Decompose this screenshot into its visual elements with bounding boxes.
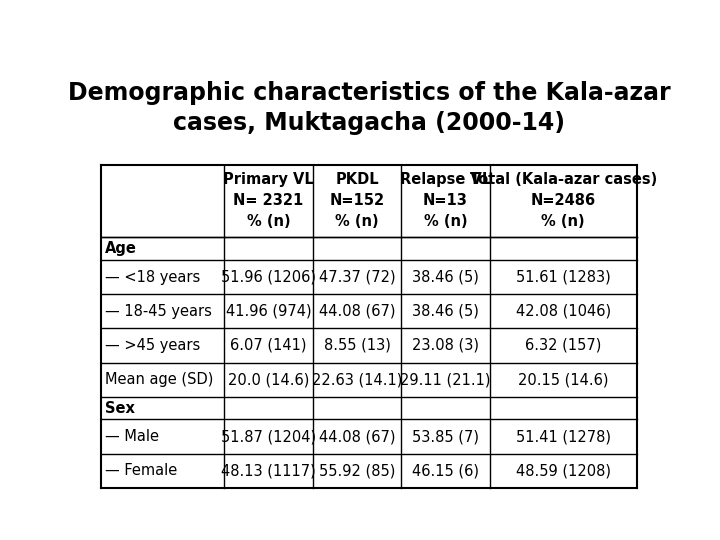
Text: 38.46 (5): 38.46 (5) — [412, 304, 479, 319]
Text: Primary VL
N= 2321
% (n): Primary VL N= 2321 % (n) — [223, 172, 314, 229]
Text: 48.13 (1117): 48.13 (1117) — [221, 463, 316, 478]
Text: — >45 years: — >45 years — [105, 338, 200, 353]
Text: Sex: Sex — [105, 401, 135, 416]
Text: 8.55 (13): 8.55 (13) — [323, 338, 390, 353]
Text: 47.37 (72): 47.37 (72) — [319, 270, 395, 285]
Text: 51.41 (1278): 51.41 (1278) — [516, 429, 611, 444]
Text: 44.08 (67): 44.08 (67) — [319, 429, 395, 444]
Text: 53.85 (7): 53.85 (7) — [412, 429, 479, 444]
Text: Mean age (SD): Mean age (SD) — [105, 372, 213, 387]
Text: PKDL
N=152
% (n): PKDL N=152 % (n) — [329, 172, 384, 229]
Text: — <18 years: — <18 years — [105, 270, 200, 285]
Text: 46.15 (6): 46.15 (6) — [412, 463, 479, 478]
Text: 6.32 (157): 6.32 (157) — [525, 338, 601, 353]
Text: 38.46 (5): 38.46 (5) — [412, 270, 479, 285]
Text: Age: Age — [105, 241, 137, 256]
Text: 55.92 (85): 55.92 (85) — [319, 463, 395, 478]
Text: 51.87 (1204): 51.87 (1204) — [221, 429, 316, 444]
Text: 20.15 (14.6): 20.15 (14.6) — [518, 372, 608, 387]
Text: 48.59 (1208): 48.59 (1208) — [516, 463, 611, 478]
Text: Total (Kala-azar cases)
N=2486
% (n): Total (Kala-azar cases) N=2486 % (n) — [469, 172, 657, 229]
Text: — Female: — Female — [105, 463, 177, 478]
Text: 51.96 (1206): 51.96 (1206) — [221, 270, 316, 285]
Text: 20.0 (14.6): 20.0 (14.6) — [228, 372, 310, 387]
Text: 6.07 (141): 6.07 (141) — [230, 338, 307, 353]
Text: — 18-45 years: — 18-45 years — [105, 304, 212, 319]
Text: 22.63 (14.1): 22.63 (14.1) — [312, 372, 402, 387]
Text: 51.61 (1283): 51.61 (1283) — [516, 270, 611, 285]
Text: 23.08 (3): 23.08 (3) — [412, 338, 479, 353]
Text: — Male: — Male — [105, 429, 159, 444]
Text: 29.11 (21.1): 29.11 (21.1) — [400, 372, 490, 387]
Text: Demographic characteristics of the Kala-azar
cases, Muktagacha (2000-14): Demographic characteristics of the Kala-… — [68, 82, 670, 135]
Text: Relapse VL
N=13
% (n): Relapse VL N=13 % (n) — [400, 172, 491, 229]
Text: 42.08 (1046): 42.08 (1046) — [516, 304, 611, 319]
Text: 44.08 (67): 44.08 (67) — [319, 304, 395, 319]
Text: 41.96 (974): 41.96 (974) — [226, 304, 311, 319]
